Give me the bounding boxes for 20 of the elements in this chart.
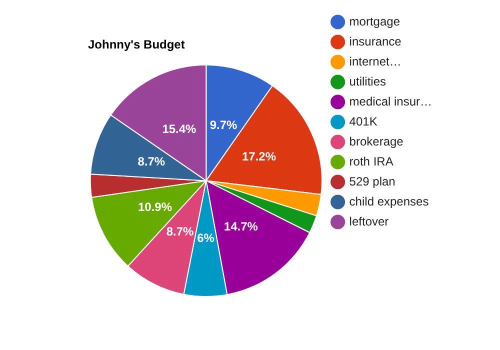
data-label: 17.2% (242, 149, 276, 164)
legend-label: brokerage (349, 134, 404, 148)
legend-label: internet… (349, 54, 402, 68)
data-label: 9.7% (210, 118, 238, 132)
data-label: 8.7% (166, 224, 194, 239)
text: Johnny's Budget (88, 38, 185, 52)
legend-label: insurance (349, 34, 402, 48)
legend-label: leftover (349, 214, 389, 228)
data-label: 8.7% (138, 154, 166, 168)
legend-label: mortgage (349, 14, 400, 28)
legend-label: 401K (349, 114, 378, 128)
legend-label: medical insur… (349, 94, 432, 108)
data-label: 6% (197, 230, 215, 245)
legend-label: child expenses (349, 194, 429, 208)
data-label: 15.4% (162, 122, 197, 136)
legend-label: 529 plan (349, 174, 396, 188)
legend-label: roth IRA (349, 154, 394, 168)
data-label: 10.9% (138, 200, 172, 214)
data-label: 14.7% (224, 219, 258, 234)
legend-label: utilities (349, 74, 386, 88)
